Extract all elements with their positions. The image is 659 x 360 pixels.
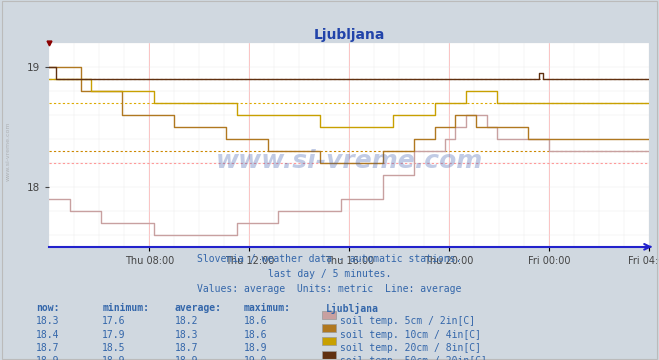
Text: 18.9: 18.9 — [36, 356, 60, 360]
Text: minimum:: minimum: — [102, 303, 149, 313]
Text: 19.0: 19.0 — [244, 356, 268, 360]
Text: 18.6: 18.6 — [244, 330, 268, 340]
Text: last day / 5 minutes.: last day / 5 minutes. — [268, 269, 391, 279]
Text: 18.9: 18.9 — [102, 356, 126, 360]
Text: 18.6: 18.6 — [244, 316, 268, 327]
Text: 18.7: 18.7 — [36, 343, 60, 353]
Text: Ljubljana: Ljubljana — [326, 303, 379, 314]
Title: Ljubljana: Ljubljana — [314, 28, 385, 42]
Text: 18.2: 18.2 — [175, 316, 198, 327]
Text: 18.9: 18.9 — [175, 356, 198, 360]
Text: soil temp. 50cm / 20in[C]: soil temp. 50cm / 20in[C] — [340, 356, 487, 360]
Text: 18.9: 18.9 — [244, 343, 268, 353]
Text: Values: average  Units: metric  Line: average: Values: average Units: metric Line: aver… — [197, 284, 462, 294]
Text: www.si-vreme.com: www.si-vreme.com — [5, 121, 11, 181]
Text: average:: average: — [175, 303, 221, 313]
Text: 18.3: 18.3 — [175, 330, 198, 340]
Text: 18.7: 18.7 — [175, 343, 198, 353]
Text: maximum:: maximum: — [244, 303, 291, 313]
Text: 18.4: 18.4 — [36, 330, 60, 340]
Text: now:: now: — [36, 303, 60, 313]
Text: 18.5: 18.5 — [102, 343, 126, 353]
Text: soil temp. 10cm / 4in[C]: soil temp. 10cm / 4in[C] — [340, 330, 481, 340]
Text: www.si-vreme.com: www.si-vreme.com — [215, 149, 483, 173]
Text: 17.9: 17.9 — [102, 330, 126, 340]
Text: Slovenia / weather data - automatic stations.: Slovenia / weather data - automatic stat… — [197, 254, 462, 264]
Text: soil temp. 5cm / 2in[C]: soil temp. 5cm / 2in[C] — [340, 316, 475, 327]
Text: soil temp. 20cm / 8in[C]: soil temp. 20cm / 8in[C] — [340, 343, 481, 353]
Text: 18.3: 18.3 — [36, 316, 60, 327]
Text: 17.6: 17.6 — [102, 316, 126, 327]
